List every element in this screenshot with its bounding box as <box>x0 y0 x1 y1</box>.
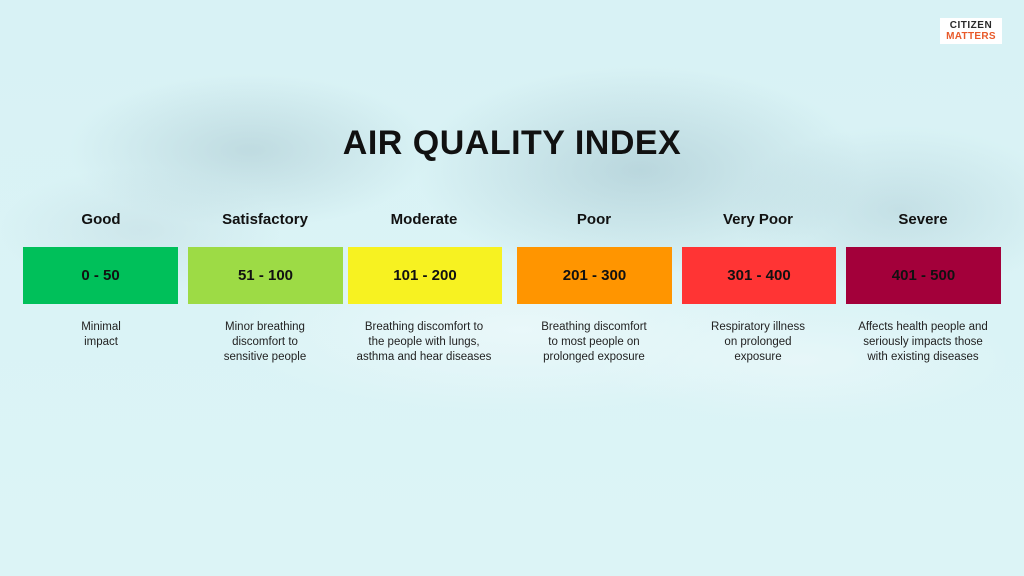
level-description: Minimal impact <box>11 320 191 350</box>
description-line: Respiratory illness <box>711 321 805 333</box>
description-line: the people with lungs, <box>368 336 480 348</box>
level-range-box: 401 - 500 <box>846 247 1001 304</box>
level-name: Very Poor <box>722 211 794 228</box>
description-line: Minimal <box>81 321 121 333</box>
level-range-box: 301 - 400 <box>682 247 836 304</box>
aqi-level-moderate: Moderate 101 - 200 Breathing discomfort … <box>334 208 514 363</box>
description-line: sensitive people <box>223 351 307 363</box>
aqi-level-satisfactory: Satisfactory 51 - 100 Minor breathing di… <box>175 208 355 363</box>
logo-line-1: CITIZEN <box>949 20 993 31</box>
aqi-level-good: Good 0 - 50 Minimal impact <box>11 208 191 348</box>
level-range-box: 101 - 200 <box>348 247 502 304</box>
level-description: Minor breathing discomfort to sensitive … <box>175 320 355 365</box>
level-range-box: 51 - 100 <box>188 247 343 304</box>
description-line: Breathing discomfort to <box>364 321 484 333</box>
description-line: prolonged exposure <box>543 351 645 363</box>
description-line: impact <box>84 336 118 348</box>
aqi-level-very-poor: Very Poor 301 - 400 Respiratory illness … <box>668 208 848 363</box>
description-line: discomfort to <box>232 336 298 348</box>
aqi-level-poor: Poor 201 - 300 Breathing discomfort to m… <box>504 208 684 363</box>
level-name: Moderate <box>390 211 458 228</box>
description-line: Minor breathing <box>225 321 305 333</box>
description-line: Breathing discomfort <box>541 321 647 333</box>
logo-line-2: MATTERS <box>946 31 996 42</box>
level-name: Severe <box>898 211 948 228</box>
level-name: Good <box>81 211 121 228</box>
description-line: asthma and hear diseases <box>356 351 492 363</box>
citizen-matters-logo[interactable]: CITIZEN MATTERS <box>940 18 1002 44</box>
level-name: Satisfactory <box>222 211 308 228</box>
level-description: Breathing discomfort to the people with … <box>334 320 514 365</box>
description-line: Affects health people and <box>858 321 988 333</box>
level-description: Respiratory illness on prolonged exposur… <box>668 320 848 365</box>
page-title: AIR QUALITY INDEX <box>342 124 682 162</box>
description-line: on prolonged <box>724 336 792 348</box>
level-description: Affects health people and seriously impa… <box>833 320 1013 365</box>
aqi-level-severe: Severe 401 - 500 Affects health people a… <box>833 208 1013 363</box>
description-line: seriously impacts those <box>863 336 983 348</box>
description-line: with existing diseases <box>867 351 979 363</box>
level-range-box: 201 - 300 <box>517 247 672 304</box>
level-range-box: 0 - 50 <box>23 247 178 304</box>
description-line: exposure <box>734 351 782 363</box>
level-name: Poor <box>576 211 612 228</box>
description-line: to most people on <box>548 336 640 348</box>
level-description: Breathing discomfort to most people on p… <box>504 320 684 365</box>
